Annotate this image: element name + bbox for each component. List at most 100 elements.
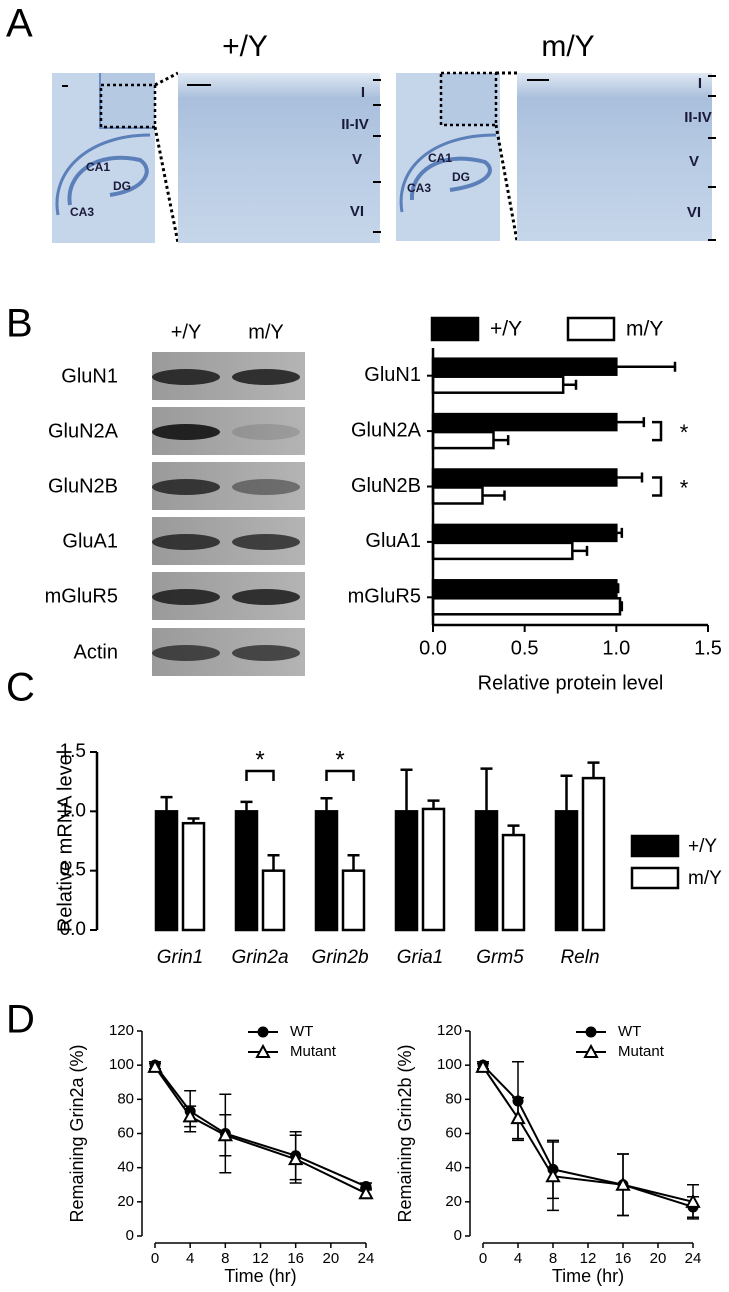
x-axis-label: Time (hr) xyxy=(224,1266,296,1286)
series-line xyxy=(154,1066,367,1195)
error-bar xyxy=(400,768,413,812)
blot-band xyxy=(232,645,300,661)
blot-label: Actin xyxy=(74,641,118,663)
data-point xyxy=(217,1127,234,1142)
x-tick-label: 24 xyxy=(685,1250,702,1267)
blot-band xyxy=(232,534,300,550)
y-tick-label: 40 xyxy=(445,1159,462,1176)
x-tick-label: 8 xyxy=(549,1250,557,1267)
x-tick-label: 8 xyxy=(221,1250,229,1267)
blot-band xyxy=(152,589,220,605)
category-label: Gria1 xyxy=(397,947,443,968)
y-tick-label: 60 xyxy=(117,1124,134,1141)
legend-swatch xyxy=(630,834,680,858)
significance-bracket xyxy=(652,420,663,442)
category-label: Reln xyxy=(560,947,599,968)
error-bar xyxy=(240,800,253,812)
error-bar xyxy=(267,853,280,871)
bar xyxy=(421,807,446,932)
layer-label: VI xyxy=(687,204,701,221)
bar xyxy=(431,486,484,505)
x-axis-label: Time (hr) xyxy=(552,1266,624,1286)
bar xyxy=(501,833,526,932)
x-tick-label: 20 xyxy=(650,1250,667,1267)
error-bar xyxy=(507,824,520,836)
significance-label: * xyxy=(255,746,264,773)
bar xyxy=(234,810,259,932)
blot-label: mGluR5 xyxy=(45,585,118,607)
bar xyxy=(431,579,618,598)
category-label: Grin2a xyxy=(231,947,288,968)
significance-bracket xyxy=(245,769,275,781)
error-bar xyxy=(320,797,333,812)
error-bar xyxy=(482,490,506,501)
y-axis-label: Remaining Grin2a (%) xyxy=(67,1044,87,1222)
y-axis-label: Remaining Grin2b (%) xyxy=(395,1044,415,1222)
bar xyxy=(181,821,206,932)
bar xyxy=(554,810,579,932)
y-tick-label: 100 xyxy=(109,1056,134,1073)
bar xyxy=(431,412,618,432)
category-label: Grin1 xyxy=(157,947,203,968)
region-label: DG xyxy=(452,170,470,184)
x-tick-label: 24 xyxy=(358,1250,375,1267)
significance-bracket xyxy=(652,476,663,497)
blot-label: GluN1 xyxy=(61,365,118,387)
y-tick-label: 0 xyxy=(454,1227,462,1244)
error-bar xyxy=(563,379,578,390)
layer-label: V xyxy=(352,151,362,168)
micrograph-right xyxy=(396,71,716,242)
y-tick-label: 120 xyxy=(437,1022,462,1039)
region-label: CA3 xyxy=(407,181,431,195)
bar xyxy=(154,810,179,932)
bar xyxy=(394,810,419,932)
genotype-title: +/Y xyxy=(222,30,268,63)
panel-label: C xyxy=(6,666,35,710)
legend-label: WT xyxy=(618,1023,641,1040)
region-label: DG xyxy=(113,179,131,193)
region-label: CA1 xyxy=(86,160,110,174)
bar xyxy=(341,869,366,932)
bar xyxy=(261,869,286,932)
blot-header: +/Y xyxy=(171,321,202,343)
series-line xyxy=(154,1064,367,1188)
blot-header: m/Y xyxy=(248,321,284,343)
data-point xyxy=(182,1108,198,1123)
data-point xyxy=(147,1058,163,1073)
legend-label: m/Y xyxy=(626,318,663,341)
blot-band xyxy=(232,479,300,495)
y-axis-label: Relative mRNA level xyxy=(54,750,76,932)
y-tick-label: 20 xyxy=(117,1193,134,1210)
series-line xyxy=(482,1064,694,1208)
x-tick-label: 0.5 xyxy=(511,637,539,659)
error-bar xyxy=(493,435,510,446)
layer-label: II-IV xyxy=(341,116,369,133)
micrograph-left xyxy=(52,71,381,244)
legend-swatch xyxy=(630,866,680,890)
category-label: Grm5 xyxy=(476,947,524,968)
bar xyxy=(431,523,618,543)
y-tick-label: 0.5 xyxy=(60,860,86,881)
category-label: GluN2A xyxy=(351,419,422,441)
y-tick-label: 0.0 xyxy=(60,919,86,940)
legend-label: Mutant xyxy=(618,1043,665,1060)
bar xyxy=(431,541,574,561)
x-tick-label: 12 xyxy=(580,1250,597,1267)
x-tick-label: 0.0 xyxy=(419,637,447,659)
legend-label: WT xyxy=(290,1023,313,1040)
bar xyxy=(431,430,495,450)
legend-label: +/Y xyxy=(688,836,717,857)
bar xyxy=(314,810,339,932)
error-bar xyxy=(480,767,493,812)
region-label: CA3 xyxy=(70,205,94,219)
layer-label: I xyxy=(361,84,365,101)
x-axis-label: Relative protein level xyxy=(478,672,664,694)
category-label: GluN2B xyxy=(351,475,421,497)
significance-bracket xyxy=(325,769,355,781)
blot-band xyxy=(152,424,220,440)
x-tick-label: 20 xyxy=(322,1250,339,1267)
category-label: Grin2b xyxy=(311,947,368,968)
layer-label: V xyxy=(689,153,699,170)
y-tick-label: 80 xyxy=(445,1090,462,1107)
